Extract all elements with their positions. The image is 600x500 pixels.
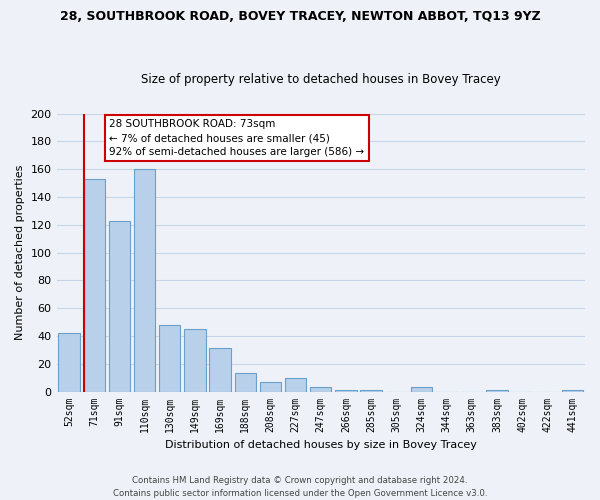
Bar bbox=[58, 333, 80, 392]
Bar bbox=[562, 390, 583, 392]
Bar bbox=[411, 388, 432, 392]
Bar bbox=[335, 390, 356, 392]
Title: Size of property relative to detached houses in Bovey Tracey: Size of property relative to detached ho… bbox=[141, 73, 500, 86]
Bar bbox=[310, 388, 331, 392]
Bar bbox=[486, 390, 508, 392]
Bar bbox=[109, 220, 130, 392]
Text: 28, SOUTHBROOK ROAD, BOVEY TRACEY, NEWTON ABBOT, TQ13 9YZ: 28, SOUTHBROOK ROAD, BOVEY TRACEY, NEWTO… bbox=[59, 10, 541, 23]
Bar bbox=[184, 329, 206, 392]
X-axis label: Distribution of detached houses by size in Bovey Tracey: Distribution of detached houses by size … bbox=[165, 440, 477, 450]
Bar bbox=[260, 382, 281, 392]
Bar bbox=[83, 179, 105, 392]
Bar bbox=[159, 325, 181, 392]
Bar bbox=[361, 390, 382, 392]
Bar bbox=[235, 374, 256, 392]
Bar bbox=[285, 378, 307, 392]
Bar bbox=[209, 348, 231, 392]
Text: Contains HM Land Registry data © Crown copyright and database right 2024.
Contai: Contains HM Land Registry data © Crown c… bbox=[113, 476, 487, 498]
Bar bbox=[134, 169, 155, 392]
Y-axis label: Number of detached properties: Number of detached properties bbox=[15, 165, 25, 340]
Text: 28 SOUTHBROOK ROAD: 73sqm
← 7% of detached houses are smaller (45)
92% of semi-d: 28 SOUTHBROOK ROAD: 73sqm ← 7% of detach… bbox=[109, 119, 365, 157]
